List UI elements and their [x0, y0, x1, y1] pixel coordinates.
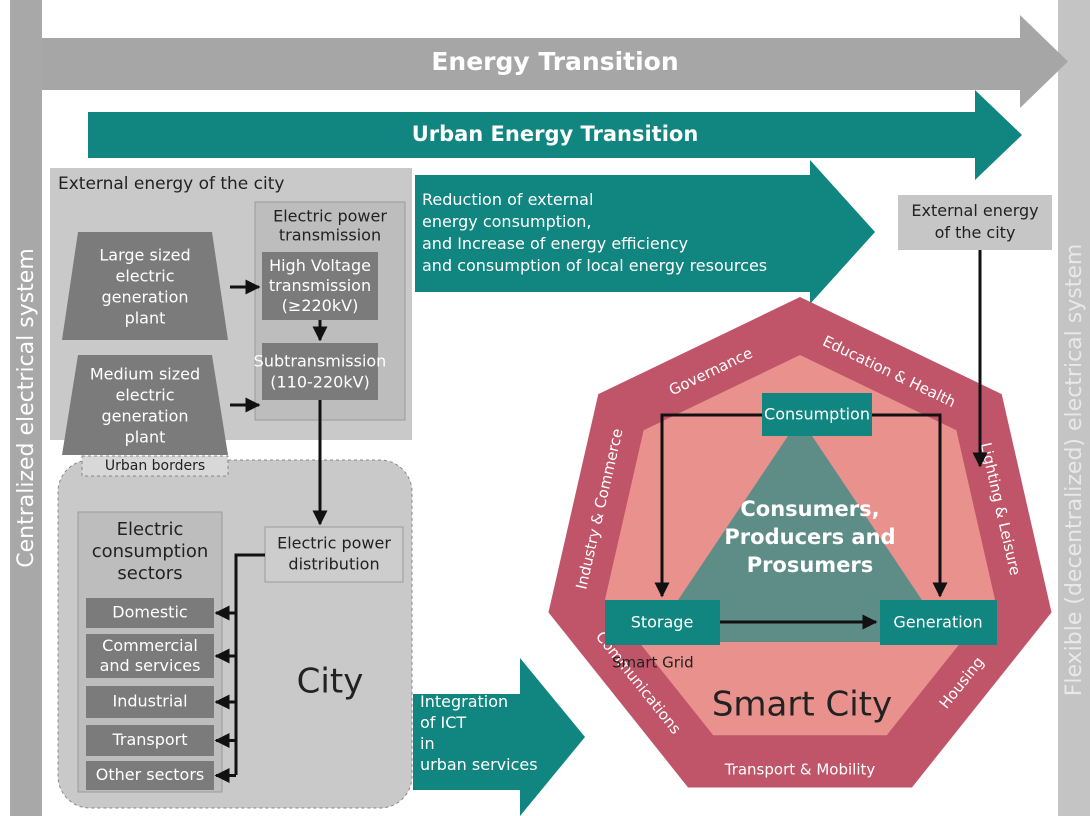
distribution-label-line: distribution [288, 554, 379, 573]
medium-plant-label-line: electric [115, 385, 174, 404]
reduction-label-line: Reduction of external [422, 190, 593, 209]
high-voltage-label: High Voltage transmission (≥220kV) [269, 256, 371, 315]
sector-label-line: Commercial [102, 636, 198, 655]
sector-label: Industrial [112, 692, 187, 711]
medium-plant-label-line: Medium sized [90, 364, 200, 383]
community-triangle [650, 418, 950, 642]
external-energy-right-label-line: of the city [935, 223, 1016, 242]
subtransmission-label-line: (110-220kV) [270, 372, 370, 391]
left-bar-label: Centralized electrical system [14, 248, 39, 568]
ict-label: Integration of ICT in urban services [420, 692, 538, 774]
ict-label-line: Integration [420, 692, 508, 711]
ict-label-line: of ICT [420, 713, 466, 732]
reduction-label-line: and consumption of local energy resource… [422, 256, 767, 275]
sector-box [86, 761, 214, 790]
reduction-label-line: energy consumption, [422, 212, 592, 231]
connector [234, 553, 265, 775]
panel-title: External energy of the city [58, 174, 284, 194]
sector-box [86, 725, 214, 756]
high-voltage-box [262, 252, 378, 320]
sector-label: Domestic [112, 603, 187, 622]
urban-borders-label: Urban borders [105, 458, 205, 474]
generation-box [880, 600, 997, 645]
center-label: Consumers, Producers and Prosumers [724, 497, 895, 577]
storage-label: Storage [631, 613, 694, 632]
left-bar [10, 0, 42, 816]
transmission-title: Electric power transmission [273, 206, 387, 244]
large-plant [62, 232, 228, 340]
distribution-label-line: Electric power [277, 533, 391, 552]
sector-box [86, 686, 214, 718]
smart-city-label: Smart City [712, 685, 892, 725]
sector-label: Commercial and services [100, 636, 201, 675]
medium-plant [62, 355, 228, 455]
subtransmission-box [262, 343, 378, 400]
domain-label: Transport & Mobility [724, 761, 876, 779]
reduction-arrow [415, 160, 875, 304]
generation-label: Generation [893, 613, 982, 632]
city-label: City [297, 662, 364, 702]
high-voltage-label-line: transmission [269, 276, 371, 295]
sectors-title-line: sectors [117, 563, 182, 584]
distribution-box [264, 526, 404, 583]
medium-plant-label-line: generation [101, 406, 188, 425]
large-plant-label-line: plant [125, 308, 166, 327]
sectors-title: Electric consumption sectors [92, 519, 209, 584]
reduction-label-line: and Increase of energy efficiency [422, 234, 688, 253]
distribution-label: Electric power distribution [277, 533, 391, 573]
sectors-title-line: consumption [92, 541, 209, 562]
medium-plant-label-line: plant [125, 427, 166, 446]
consumption-label: Consumption [764, 405, 870, 424]
right-bar-label: Flexible (decentralized) electrical syst… [1062, 244, 1087, 697]
sector-label: Other sectors [96, 765, 204, 784]
high-voltage-label-line: (≥220kV) [282, 296, 359, 315]
sector-label-line: and services [100, 656, 201, 675]
external-energy-right-label: External energy of the city [911, 201, 1038, 242]
ict-label-line: urban services [420, 755, 538, 774]
energy-transition-label: Energy Transition [431, 47, 678, 76]
large-plant-label-line: generation [101, 287, 188, 306]
storage-box [605, 600, 720, 645]
transmission-title-line: transmission [279, 225, 381, 244]
transmission-title-line: Electric power [273, 206, 387, 225]
connector [654, 413, 762, 598]
sectors-title-line: Electric [117, 519, 184, 540]
ict-arrow [413, 658, 585, 816]
urban-arrow [88, 90, 1022, 180]
urban-arrow-label: Urban Energy Transition [412, 122, 699, 146]
reduction-label: Reduction of external energy consumption,… [422, 190, 767, 275]
large-plant-label: Large sized electric generation plant [99, 245, 190, 327]
right-bar [1058, 0, 1090, 816]
consumption-box [762, 393, 872, 436]
center-label-line: Prosumers [747, 553, 874, 577]
ict-label-line: in [420, 734, 435, 753]
subtransmission-label-line: Subtransmission [254, 351, 387, 370]
energy-transition-arrow [42, 15, 1068, 108]
smart-grid-label: Smart Grid [612, 654, 694, 672]
external-energy-right-label-line: External energy [911, 201, 1038, 220]
urban-borders-tag [81, 455, 229, 477]
sector-label: Transport [111, 730, 187, 749]
connector [872, 413, 948, 598]
large-plant-label-line: Large sized [99, 245, 190, 264]
large-plant-label-line: electric [115, 266, 174, 285]
sector-box [86, 598, 214, 628]
sector-box [86, 634, 214, 678]
high-voltage-label-line: High Voltage [269, 256, 371, 275]
medium-plant-label: Medium sized electric generation plant [90, 364, 200, 446]
center-label-line: Producers and [724, 525, 895, 549]
subtransmission-label: Subtransmission (110-220kV) [254, 351, 387, 391]
center-label-line: Consumers, [740, 497, 879, 521]
external-energy-right-box [898, 195, 1052, 250]
